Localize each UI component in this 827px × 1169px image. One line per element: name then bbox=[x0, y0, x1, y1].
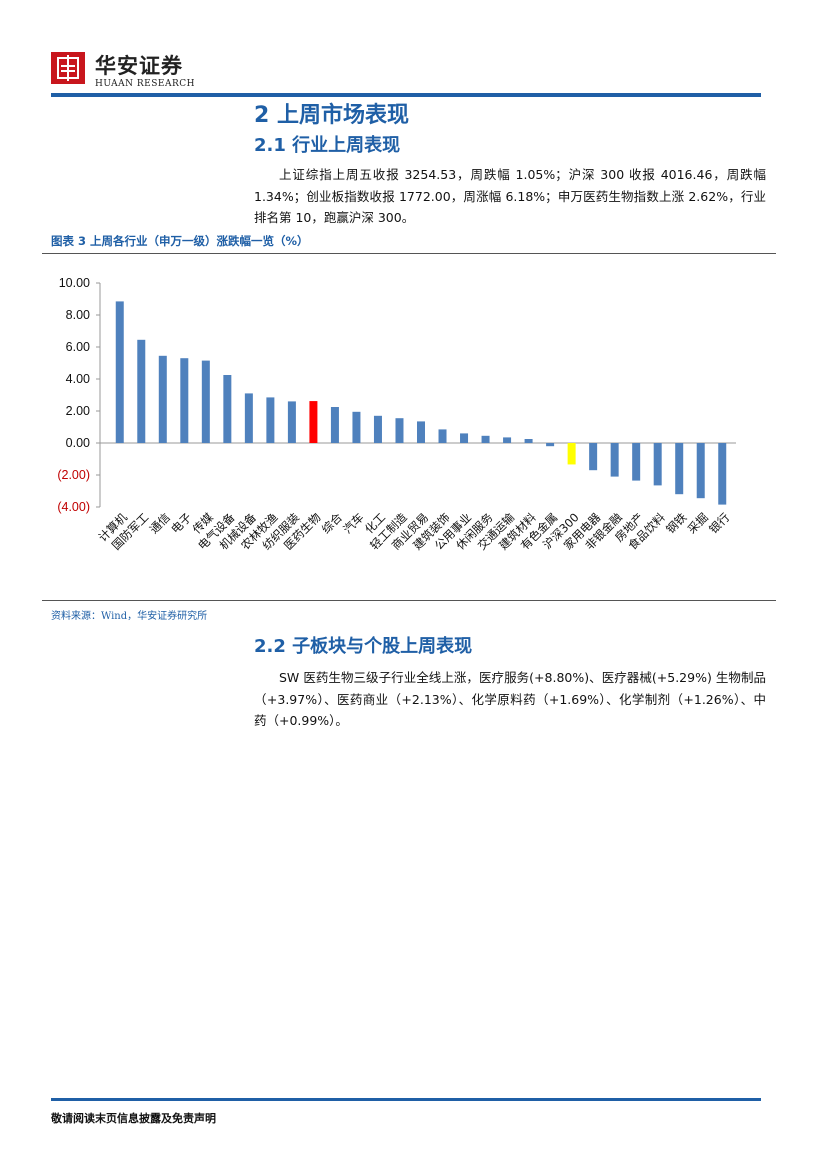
y-tick-label: 10.00 bbox=[59, 276, 90, 290]
bar-13 bbox=[373, 415, 382, 443]
category-label: 银行 bbox=[706, 510, 732, 536]
y-tick-label: 8.00 bbox=[66, 308, 90, 322]
category-label: 采掘 bbox=[685, 510, 711, 536]
figure-title: 图表 3 上周各行业（申万一级）涨跌幅一览（%） bbox=[51, 234, 309, 248]
bar-7 bbox=[244, 393, 253, 443]
subsector-paragraph: SW 医药生物三级子行业全线上涨，医疗服务(+8.80%)、医疗器械(+5.29… bbox=[254, 670, 766, 728]
figure-top-rule bbox=[42, 253, 776, 254]
figure-source: 资料来源：Wind，华安证券研究所 bbox=[51, 611, 208, 622]
bar-27 bbox=[675, 443, 684, 495]
category-label: 综合 bbox=[319, 510, 346, 537]
bar-19 bbox=[503, 437, 512, 443]
bar-23 bbox=[589, 443, 598, 471]
bar-1 bbox=[115, 301, 124, 443]
bar-28 bbox=[696, 443, 705, 499]
y-tick-label: 2.00 bbox=[66, 404, 90, 418]
bar-22 bbox=[567, 443, 576, 465]
bar-14 bbox=[395, 418, 404, 443]
bar-21 bbox=[546, 443, 555, 447]
category-label: 钢铁 bbox=[663, 510, 690, 537]
footer-divider bbox=[51, 1098, 761, 1101]
y-tick-label: (2.00) bbox=[57, 468, 90, 482]
bar-12 bbox=[352, 411, 361, 443]
brand-name-en: HUAAN RESEARCH bbox=[95, 79, 195, 89]
y-tick-label: 4.00 bbox=[66, 372, 90, 386]
category-label: 汽车 bbox=[340, 510, 366, 536]
category-label: 通信 bbox=[147, 510, 173, 536]
bar-11 bbox=[330, 407, 339, 443]
bar-18 bbox=[481, 435, 490, 443]
bar-26 bbox=[653, 443, 662, 486]
bar-29 bbox=[718, 443, 727, 505]
bar-25 bbox=[632, 443, 641, 481]
bar-3 bbox=[158, 355, 167, 443]
bar-20 bbox=[524, 439, 533, 443]
bar-16 bbox=[438, 429, 447, 443]
bar-2 bbox=[137, 339, 146, 443]
bar-24 bbox=[610, 443, 619, 477]
y-tick-label: (4.00) bbox=[57, 500, 90, 514]
y-tick-label: 0.00 bbox=[66, 436, 90, 450]
header-divider bbox=[51, 93, 761, 97]
bar-5 bbox=[201, 360, 210, 443]
brand-logo-icon bbox=[51, 52, 85, 84]
bar-10 bbox=[309, 401, 318, 443]
figure-bottom-rule bbox=[42, 600, 776, 601]
bar-17 bbox=[460, 433, 469, 443]
bar-9 bbox=[287, 401, 296, 443]
brand-name: 华安证券 bbox=[95, 53, 183, 78]
bar-8 bbox=[266, 397, 275, 443]
y-tick-label: 6.00 bbox=[66, 340, 90, 354]
category-label: 电子 bbox=[168, 510, 194, 536]
bar-15 bbox=[417, 421, 425, 443]
subsection-heading-industry: 2.1 行业上周表现 bbox=[254, 135, 401, 156]
industry-return-bar-chart: 10.008.006.004.002.000.00(2.00)(4.00)计算机… bbox=[57, 276, 736, 553]
bar-4 bbox=[180, 358, 189, 443]
footer-disclaimer: 敬请阅读末页信息披露及免责声明 bbox=[51, 1112, 216, 1125]
market-summary-paragraph: 上证综指上周五收报 3254.53，周跌幅 1.05%；沪深 300 收报 40… bbox=[254, 167, 766, 225]
bar-6 bbox=[223, 375, 232, 443]
section-heading: 2 上周市场表现 bbox=[254, 103, 409, 128]
subsection-heading-subsectors: 2.2 子板块与个股上周表现 bbox=[254, 636, 473, 657]
